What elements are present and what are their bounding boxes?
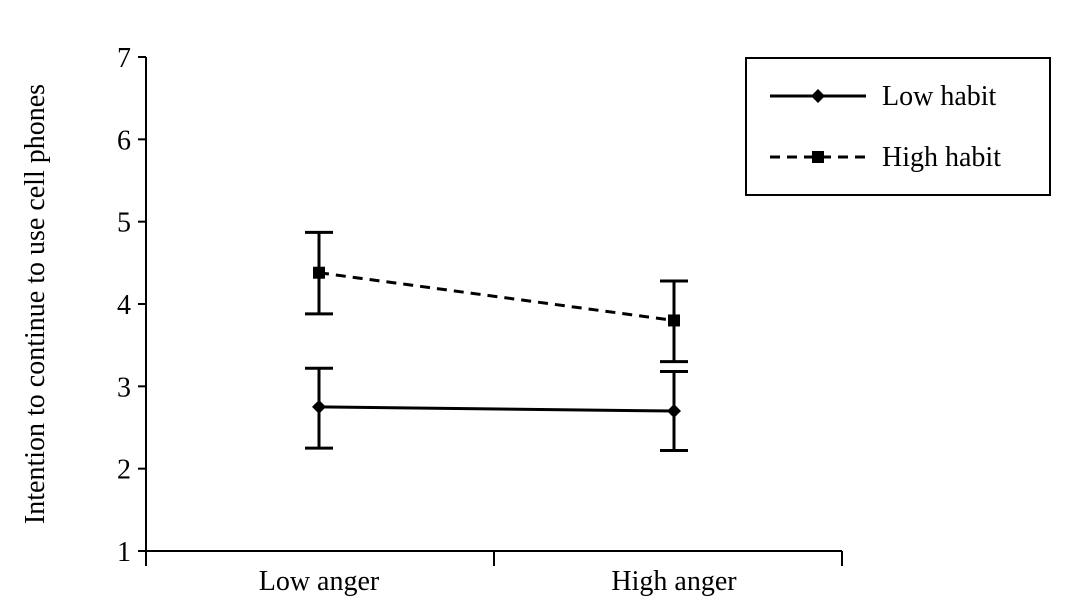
series-high-habit (305, 230, 688, 364)
series-line (318, 271, 675, 322)
data-point (313, 266, 325, 279)
x-category-label: Low anger (259, 566, 380, 597)
y-tick-label: 1 (117, 537, 131, 568)
y-tick-label: 5 (117, 208, 131, 239)
legend: Low habit High habit (745, 57, 1051, 196)
data-point (668, 314, 680, 327)
x-axis-ticks: Low anger High anger (145, 551, 843, 597)
y-axis-title: Intention to continue to use cell phones (20, 84, 51, 524)
series-layer (305, 230, 688, 453)
y-tick-label: 7 (117, 43, 131, 74)
data-point (667, 404, 681, 419)
legend-marker-high-habit (812, 151, 824, 163)
legend-box (745, 57, 1051, 196)
legend-label-high-habit: High habit (882, 142, 1001, 173)
axes (145, 57, 842, 552)
data-point (312, 399, 326, 414)
y-tick-label: 2 (117, 455, 131, 486)
series-line (318, 405, 675, 413)
y-tick-label: 6 (117, 125, 131, 156)
y-tick-label: 4 (117, 290, 131, 321)
y-axis-ticks: 1 2 3 4 5 6 7 (117, 43, 146, 568)
legend-marker-low-habit (811, 89, 825, 103)
x-category-label: High anger (611, 566, 737, 597)
y-tick-label: 3 (117, 372, 131, 403)
series-low-habit (305, 366, 688, 453)
legend-label-low-habit: Low habit (882, 81, 997, 112)
